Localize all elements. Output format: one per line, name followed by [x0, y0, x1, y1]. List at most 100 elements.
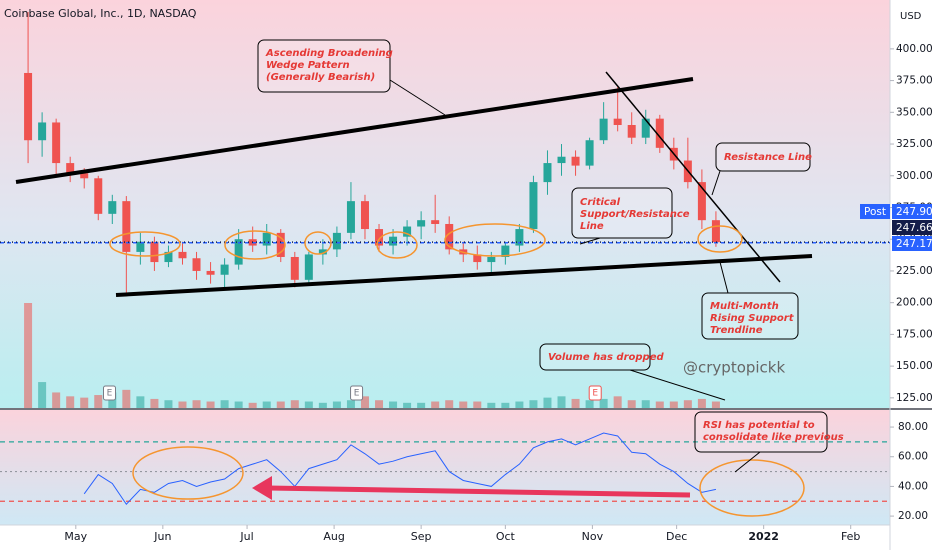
annotation-text: (Generally Bearish) [266, 72, 375, 83]
volume-bar [711, 401, 720, 408]
candle-body [346, 201, 355, 233]
rsi-y-tick-label: 20.00 [898, 510, 928, 522]
price-label-box [892, 220, 932, 235]
x-tick-label: Jun [153, 530, 171, 543]
candle-body [150, 241, 159, 263]
candle-body [38, 122, 47, 141]
candle-body [627, 125, 636, 138]
candle-body [24, 72, 33, 141]
volume-bar [543, 397, 552, 408]
volume-bar [459, 401, 468, 408]
annotation-text: consolidate like previous [703, 432, 844, 443]
volume-bar [38, 382, 47, 408]
annotation-text: Trendline [710, 325, 763, 336]
volume-bar [515, 401, 524, 408]
volume-bar [80, 397, 89, 408]
post-label: Post [864, 206, 886, 218]
volume-bar [290, 400, 299, 408]
event-label: E [354, 389, 360, 399]
event-label: E [107, 389, 113, 399]
candle-body [360, 201, 369, 230]
volume-bar [501, 402, 510, 408]
rsi-arrow-head [252, 476, 272, 500]
price-label-box [892, 236, 932, 251]
x-tick-label: Sep [411, 530, 432, 543]
volume-bar [94, 395, 103, 408]
price-label: 247.90 [896, 206, 932, 218]
candle-body [641, 118, 650, 138]
y-tick-label: 325.00 [896, 138, 932, 150]
price-label: 247.17 [896, 238, 932, 250]
annotation-text: Wedge Pattern [266, 60, 350, 71]
volume-bar [220, 400, 229, 408]
rsi-y-tick-label: 40.00 [898, 480, 928, 492]
volume-bar [669, 401, 678, 408]
volume-bar [192, 400, 201, 408]
rsi-arrow [267, 485, 691, 498]
candle-body [515, 229, 524, 246]
y-tick-label: 300.00 [896, 170, 932, 182]
candle-body [290, 256, 299, 280]
volume-bar [473, 401, 482, 408]
annotation-text: Support/Resistance [580, 209, 690, 220]
y-tick-label: 200.00 [896, 297, 932, 309]
volume-bar [585, 400, 594, 408]
x-tick-label: Oct [496, 530, 516, 543]
x-tick-label: Jul [239, 530, 253, 543]
candle-body [543, 163, 552, 183]
price-axis [890, 0, 932, 550]
annotation-text: RSI has potential to [703, 420, 815, 431]
main-pane [0, 0, 890, 408]
candle-body [94, 178, 103, 214]
candle-body [66, 163, 75, 174]
candle-body [220, 264, 229, 275]
volume-bar [164, 400, 173, 408]
volume-bar [318, 402, 327, 408]
candle-body [487, 256, 496, 263]
volume-bar [403, 402, 412, 408]
candle-body [529, 182, 538, 230]
volume-bar [487, 402, 496, 408]
candle-body [585, 140, 594, 166]
chart-title: Coinbase Global, Inc., 1D, NASDAQ [4, 7, 197, 20]
candle-body [276, 232, 285, 257]
volume-bar [262, 401, 271, 408]
candle-body [697, 182, 706, 221]
event-label: E [592, 389, 598, 399]
x-tick-label: Aug [323, 530, 344, 543]
volume-bar [599, 398, 608, 408]
annotation-leaders [389, 79, 761, 473]
y-tick-label: 125.00 [896, 392, 932, 404]
volume-bar [557, 396, 566, 408]
volume-bar [571, 398, 580, 408]
annotation-text: Rising Support [710, 313, 795, 324]
event-marker [102, 385, 116, 401]
annotation-text: Resistance Line [724, 152, 812, 163]
candle-body [234, 239, 243, 265]
event-marker [588, 385, 602, 401]
candle-body [206, 270, 215, 275]
volume-bar [375, 400, 384, 408]
x-tick-label: 2022 [748, 530, 779, 543]
y-tick-label: 375.00 [896, 75, 932, 87]
candle-body [80, 173, 89, 179]
volume-bar [332, 401, 341, 408]
rsi-line [83, 432, 717, 506]
volume-bar [431, 401, 440, 408]
resistance-line [605, 71, 781, 283]
x-tick-label: May [64, 530, 87, 543]
annotation-text: Ascending Broadening [265, 48, 393, 59]
annotation-text: Line [580, 221, 604, 232]
volume-bar [346, 400, 355, 408]
volume-bar [178, 401, 187, 408]
price-label: 247.66 [896, 222, 932, 234]
candle-body [599, 118, 608, 141]
volume-bar [613, 396, 622, 408]
watermark: @cryptopickk [683, 359, 785, 377]
highlight-ellipses [109, 223, 805, 517]
volume-bar [655, 401, 664, 408]
candle-body [178, 251, 187, 259]
candle-body [557, 156, 566, 164]
